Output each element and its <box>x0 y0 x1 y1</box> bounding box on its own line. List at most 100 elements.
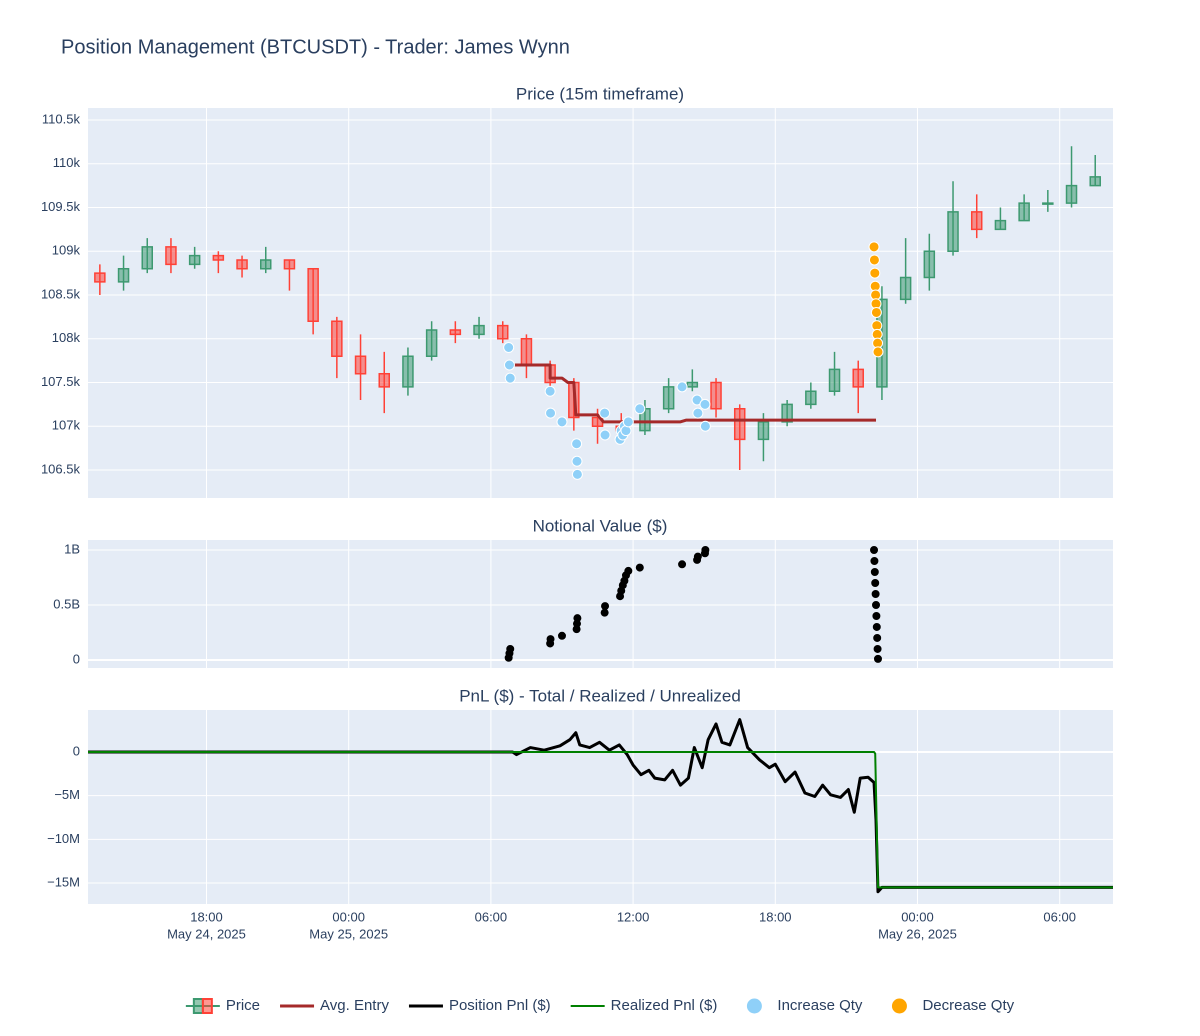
legend-item: Realized Pnl ($) <box>570 997 717 1014</box>
plot-background <box>88 108 1113 498</box>
plot-background <box>88 540 1113 668</box>
legend-symbol <box>890 997 908 1015</box>
candle-body <box>236 259 248 270</box>
scatter-point <box>622 416 634 428</box>
candle-body <box>733 407 746 441</box>
candle-body <box>1018 202 1030 222</box>
candle-body <box>165 246 177 266</box>
scatter-point <box>545 407 557 419</box>
scatter-point <box>573 614 582 623</box>
scatter-point <box>868 241 880 253</box>
candle-body <box>425 329 438 357</box>
plot-area <box>88 718 1113 894</box>
y-tick-label: 107.5k <box>41 374 81 389</box>
scatter-point <box>692 407 704 419</box>
scatter-point <box>571 438 583 450</box>
scatter-point <box>872 611 881 620</box>
y-tick-label: 107k <box>52 418 81 433</box>
y-tick-label: 109k <box>52 243 81 258</box>
candle-body <box>283 259 296 270</box>
scatter-point <box>504 372 516 384</box>
x-tick-label: 12:00 <box>617 909 650 924</box>
x-tick-label: 00:00 <box>901 909 934 924</box>
x-tick-label: 18:00 <box>190 909 223 924</box>
scatter-point <box>506 644 515 653</box>
legend-label: Price <box>226 997 260 1014</box>
scatter-point <box>503 359 515 371</box>
candle-body <box>970 211 983 231</box>
scatter-point <box>872 622 881 631</box>
candle-body <box>828 368 841 392</box>
y-tick-label: −15M <box>47 874 80 889</box>
y-tick-label: 106.5k <box>41 461 81 476</box>
candle-body <box>307 267 319 322</box>
legend-item: Decrease Qty <box>890 997 1015 1015</box>
series-line <box>88 718 1113 894</box>
candle-body <box>662 386 675 410</box>
plot-area <box>504 546 882 663</box>
x-tick-date: May 25, 2025 <box>309 926 388 941</box>
scatter-point <box>693 552 702 561</box>
y-tick-label: 110k <box>53 155 81 170</box>
y-tick-label: −10M <box>47 831 80 846</box>
candle-body <box>947 211 959 252</box>
candle-body <box>354 355 367 375</box>
candle-body <box>899 276 912 301</box>
candle-body <box>994 219 1007 231</box>
y-tick-label: 108.5k <box>41 286 81 301</box>
candle-body <box>188 254 201 266</box>
legend-symbol <box>745 997 763 1015</box>
series-line <box>514 363 877 424</box>
scatter-point <box>571 455 583 467</box>
candle-body <box>94 272 106 283</box>
scatter-point <box>699 398 711 410</box>
scatter-point <box>601 602 610 611</box>
candle-body <box>781 403 793 423</box>
x-tick-date: May 24, 2025 <box>167 926 246 941</box>
candle-body <box>710 381 722 410</box>
scatter-point <box>870 546 879 555</box>
scatter-point <box>635 563 644 572</box>
scatter-point <box>634 403 646 415</box>
subplot-title: PnL ($) - Total / Realized / Unrealized <box>459 686 741 705</box>
candle-body <box>331 320 343 357</box>
x-tick-date: May 26, 2025 <box>878 926 957 941</box>
scatter-point <box>872 346 884 358</box>
scatter-point <box>624 566 633 575</box>
scatter-point <box>871 578 880 587</box>
plot-background <box>88 710 1113 904</box>
legend-symbol <box>192 998 204 1014</box>
x-tick-label: 00:00 <box>332 909 365 924</box>
scatter-point <box>571 468 583 480</box>
scatter-point <box>546 635 555 644</box>
candle-body <box>686 381 699 388</box>
legend-item: Avg. Entry <box>280 997 389 1014</box>
scatter-point <box>870 568 879 576</box>
x-tick-label: 18:00 <box>759 909 792 924</box>
y-tick-label: 0.5B <box>53 596 80 611</box>
chart-title: Position Management (BTCUSDT) - Trader: … <box>61 36 570 58</box>
x-tick-label: 06:00 <box>475 909 508 924</box>
legend-label: Avg. Entry <box>320 997 389 1014</box>
legend-item: Position Pnl ($) <box>408 997 551 1014</box>
scatter-point <box>557 631 566 640</box>
subplot-title: Notional Value ($) <box>533 516 668 535</box>
scatter-point <box>599 429 611 441</box>
candle-body <box>212 254 225 261</box>
plot-area <box>94 146 1101 480</box>
y-tick-label: 110.5k <box>42 111 81 126</box>
scatter-point <box>701 546 710 555</box>
candle-body <box>1065 184 1078 204</box>
scatter-point <box>869 267 881 279</box>
candle-body <box>141 246 153 270</box>
y-tick-label: −5M <box>54 787 80 802</box>
scatter-point <box>872 600 881 609</box>
scatter-point <box>699 420 711 432</box>
scatter-point <box>873 644 882 653</box>
candle-body <box>1089 176 1101 187</box>
legend-item: Price <box>185 997 260 1014</box>
candle-body <box>923 250 936 279</box>
candle-body <box>757 421 770 441</box>
scatter-point <box>870 557 879 566</box>
